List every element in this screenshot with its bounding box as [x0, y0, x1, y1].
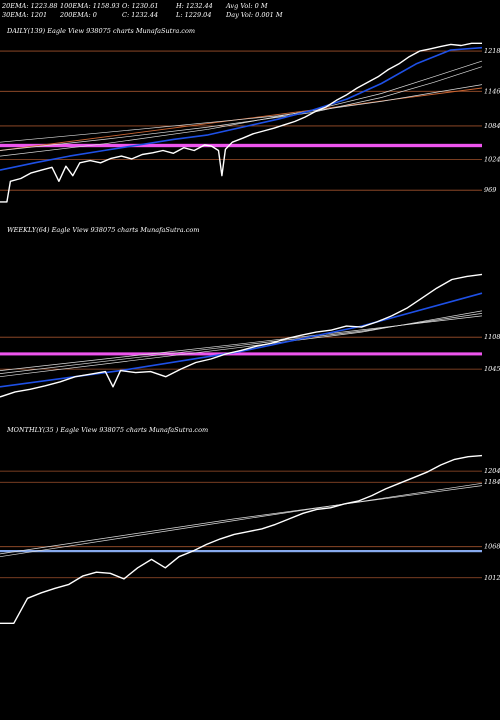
- monthly-panel-label: MONTHLY(35 ) Eagle View 938075 charts Mu…: [6, 426, 208, 434]
- monthly-blue-band: [0, 550, 482, 553]
- high-readout: H: 1232.44: [176, 2, 213, 10]
- ema20-readout: 20EMA: 1223.88: [2, 2, 58, 10]
- daily-panel-label: DAILY(139) Eagle View 938075 charts Muna…: [6, 27, 195, 35]
- weekly-ema-blue-line: [0, 292, 483, 388]
- weekly-panel-label: WEEKLY(64) Eagle View 938075 charts Muna…: [7, 226, 199, 234]
- monthly-level-label-0: 1204: [484, 467, 500, 475]
- daily-level-label-1: 1146: [484, 87, 500, 95]
- daily-price-line: [0, 42, 482, 203]
- ema100-readout: 100EMA: 1158.93: [60, 2, 120, 10]
- monthly-price-line: [0, 454, 483, 624]
- daily-ema-line-1: [0, 60, 483, 157]
- avg-vol-readout: Avg Vol: 0 M: [226, 2, 268, 10]
- monthly-level-label-1: 1184: [484, 478, 500, 486]
- daily-level-label-3: 1024: [484, 155, 500, 163]
- day-vol-readout: Day Vol: 0.001 M: [226, 11, 283, 19]
- daily-level-label-2: 1084: [484, 122, 500, 130]
- daily-level-label-0: 1218: [484, 47, 500, 55]
- weekly-level-label-0: 1108: [484, 333, 500, 341]
- daily-magenta-band: [0, 143, 482, 148]
- monthly-level-label-2: 1068: [484, 543, 500, 551]
- daily-ema-line-2: [0, 66, 483, 151]
- monthly-ema-line-1: [0, 482, 483, 558]
- weekly-level-label-1: 1045: [484, 365, 500, 373]
- monthly-level-label-3: 1012: [484, 574, 500, 582]
- daily-ema-blue-line: [0, 46, 483, 171]
- monthly-ema-line-2: [0, 485, 483, 555]
- low-readout: L: 1229.04: [176, 11, 212, 19]
- close-readout: C: 1232.44: [122, 11, 159, 19]
- ema200-readout: 200EMA: 0: [60, 11, 97, 19]
- weekly-magenta-band: [0, 352, 482, 356]
- weekly-ema-line-1: [0, 310, 483, 378]
- daily-ema-line-3: [0, 84, 483, 143]
- daily-level-label-4: 969: [484, 186, 496, 194]
- open-readout: O: 1230.61: [122, 2, 159, 10]
- weekly-price-line: [0, 273, 483, 398]
- ema30-readout: 30EMA: 1201: [2, 11, 48, 19]
